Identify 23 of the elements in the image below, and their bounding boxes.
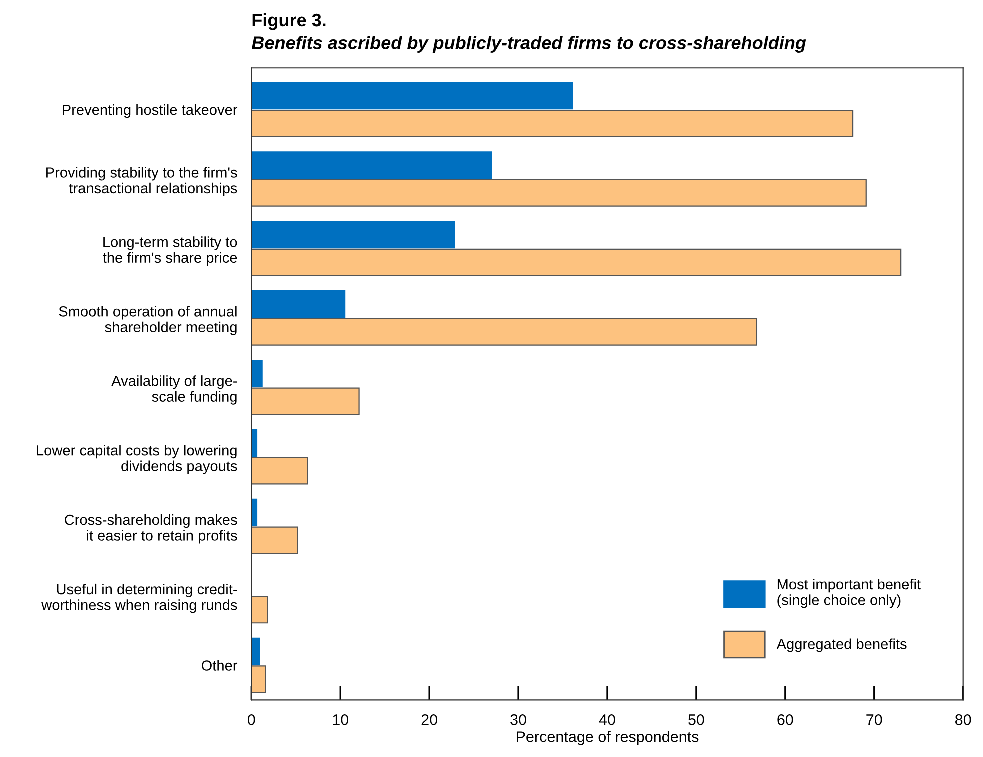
y-tick-label: Lower capital costs by lowering dividends payouts <box>37 445 238 474</box>
x-tick-label: 30 <box>510 714 526 726</box>
x-tick-label: 10 <box>333 714 349 726</box>
chart-title: Figure 3. <box>252 13 326 30</box>
y-tick-label: Useful in determining credit- worthiness when raising runds <box>42 584 238 614</box>
legend-label: Aggregated benefits <box>776 638 907 652</box>
y-tick-label: Cross-shareholding makes it easier to retain profits <box>65 514 238 544</box>
y-tick-label: Providing stability to the firm's transactional relationships <box>46 167 238 196</box>
x-tick-label: 80 <box>956 714 972 726</box>
x-tick-label: 40 <box>599 714 616 726</box>
chart-subtitle: Benefits ascribed by publicly-traded firms to cross-shareholding <box>252 36 806 53</box>
x-axis-title: Percentage of respondents <box>517 731 699 746</box>
x-tick-label: 20 <box>422 714 438 726</box>
legend-label: Most important benefit (single choice only) <box>778 578 921 608</box>
x-tick-label: 50 <box>688 714 704 726</box>
x-tick-label: 60 <box>778 714 794 726</box>
x-tick-label: 70 <box>866 714 882 726</box>
x-tick-label: 0 <box>248 714 256 726</box>
y-tick-label: Smooth operation of annual shareholder meeting <box>59 306 237 336</box>
y-tick-label: Preventing hostile takeover <box>63 104 238 118</box>
y-tick-label: Availability of large- scale funding <box>112 376 238 405</box>
y-tick-label: Long-term stability to the firm's share price <box>103 236 238 266</box>
y-tick-label: Other <box>202 660 238 671</box>
